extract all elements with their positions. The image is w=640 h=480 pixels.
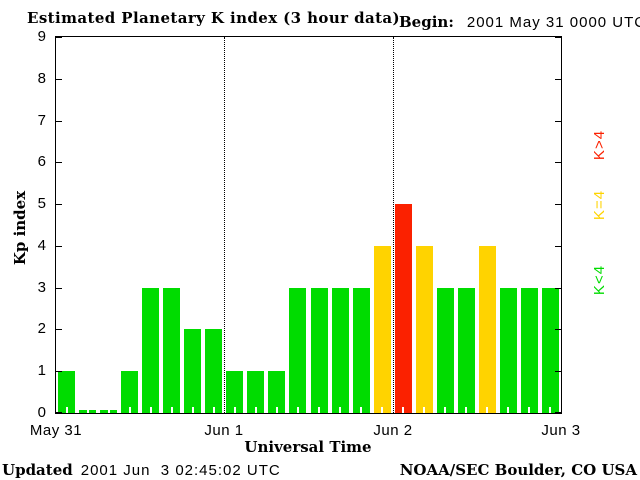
y-tick-label: 8 <box>37 70 46 87</box>
bar-base-tick <box>528 407 530 413</box>
y-tick-left <box>56 371 62 372</box>
bar-base-tick <box>234 407 236 413</box>
legend-item-k_eq_4: K=4 <box>591 189 608 221</box>
x-day-label: Jun 2 <box>373 422 413 439</box>
y-tick-left <box>56 37 62 38</box>
y-tick-label: 4 <box>37 237 46 254</box>
chart-title: Estimated Planetary K index (3 hour data… <box>27 9 401 27</box>
kp-bar <box>205 329 223 413</box>
y-tick-label: 5 <box>37 195 46 212</box>
legend-item-k_gt_4: K>4 <box>591 129 608 161</box>
x-axis-title: Universal Time <box>244 438 372 456</box>
y-tick-label: 9 <box>37 28 46 45</box>
kp-bar <box>457 288 475 413</box>
kp-bar <box>520 288 538 413</box>
kp-bar <box>58 371 75 413</box>
bar-base-tick <box>108 407 110 413</box>
bar-base-tick <box>66 407 68 413</box>
y-tick-right <box>555 162 561 163</box>
y-tick-right <box>555 288 561 289</box>
bar-base-tick <box>444 407 446 413</box>
y-tick-left <box>56 204 62 205</box>
bar-base-tick <box>171 407 173 413</box>
day-separator-line <box>393 37 394 413</box>
y-tick-label: 1 <box>37 362 46 379</box>
bar-base-tick <box>213 407 215 413</box>
y-tick-left <box>56 288 62 289</box>
y-tick-right <box>555 246 561 247</box>
y-tick-right <box>555 412 561 413</box>
begin-label: Begin: <box>399 13 454 31</box>
kp-bar <box>163 288 181 413</box>
y-tick-right <box>555 121 561 122</box>
bar-base-tick <box>381 407 383 413</box>
kp-bar <box>352 288 370 413</box>
y-tick-right <box>555 371 561 372</box>
updated-label: Updated <box>2 461 73 479</box>
kp-bar <box>226 371 244 413</box>
kp-bar <box>415 246 433 413</box>
y-tick-left <box>56 121 62 122</box>
updated-timestamp: Updated 2001 Jun 3 02:45:02 UTC <box>2 461 281 479</box>
y-tick-left <box>56 329 62 330</box>
bar-base-tick <box>549 407 551 413</box>
bar-base-tick <box>465 407 467 413</box>
y-tick-left <box>56 162 62 163</box>
x-day-label: Jun 1 <box>204 422 244 439</box>
bar-base-tick <box>486 407 488 413</box>
begin-value: 2001 May 31 0000 UTC <box>466 14 640 31</box>
begin-timestamp: Begin: 2001 May 31 0000 UTC <box>399 13 640 31</box>
kp-bar <box>268 371 286 413</box>
y-tick-right <box>555 79 561 80</box>
y-tick-label: 2 <box>37 320 46 337</box>
bar-base-tick <box>402 407 404 413</box>
y-tick-left <box>56 246 62 247</box>
kp-bar <box>373 246 391 413</box>
bar-base-tick <box>129 407 131 413</box>
bar-base-tick <box>255 407 257 413</box>
legend-item-k_lt_4: K<4 <box>591 264 608 296</box>
y-tick-left <box>56 79 62 80</box>
x-day-label: May 31 <box>29 422 83 439</box>
y-tick-label: 7 <box>37 112 46 129</box>
y-tick-left <box>56 412 62 413</box>
bar-base-tick <box>360 407 362 413</box>
plot-area <box>55 36 562 414</box>
kp-bar <box>184 329 202 413</box>
kp-bar <box>247 371 265 413</box>
bar-base-tick <box>87 407 89 413</box>
updated-value: 2001 Jun 3 02:45:02 UTC <box>80 462 281 479</box>
y-tick-label: 0 <box>37 404 46 421</box>
bar-base-tick <box>297 407 299 413</box>
kp-bar <box>541 288 559 413</box>
kp-bar <box>289 288 307 413</box>
kp-bar <box>499 288 517 413</box>
x-day-label: Jun 3 <box>541 422 581 439</box>
kp-bar <box>394 204 412 413</box>
day-separator-line <box>224 37 225 413</box>
bar-base-tick <box>192 407 194 413</box>
bar-base-tick <box>276 407 278 413</box>
bar-base-tick <box>150 407 152 413</box>
kp-bar <box>310 288 328 413</box>
bar-base-tick <box>318 407 320 413</box>
kp-bar <box>121 371 139 413</box>
y-tick-label: 6 <box>37 153 46 170</box>
bar-base-tick <box>339 407 341 413</box>
y-tick-right <box>555 37 561 38</box>
kp-bar <box>478 246 496 413</box>
kp-bar <box>436 288 454 413</box>
y-tick-right <box>555 204 561 205</box>
credit-text: NOAA/SEC Boulder, CO USA <box>399 461 637 479</box>
bar-base-tick <box>507 407 509 413</box>
kp-bar <box>142 288 160 413</box>
kp-bar <box>331 288 349 413</box>
bar-base-tick <box>423 407 425 413</box>
y-tick-label: 3 <box>37 279 46 296</box>
y-tick-right <box>555 329 561 330</box>
